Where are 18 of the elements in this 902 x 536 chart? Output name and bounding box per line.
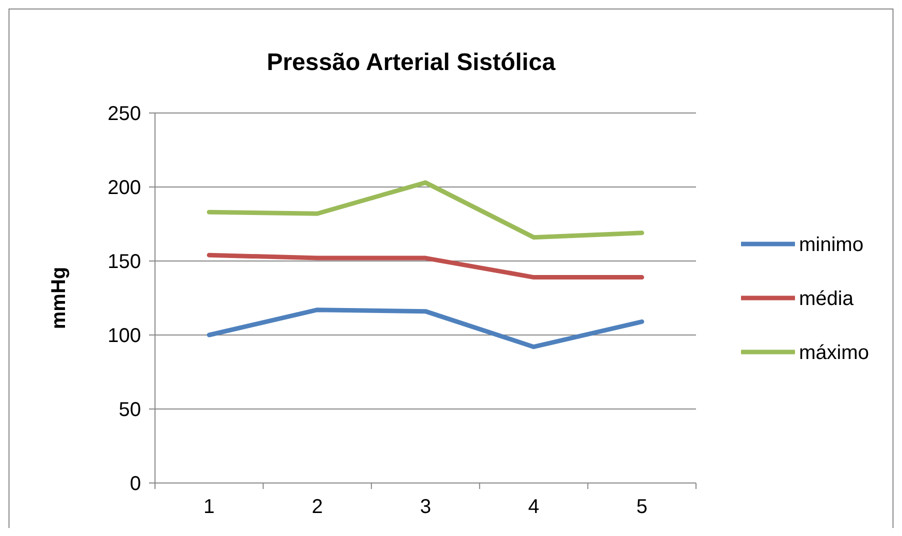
line-series — [206, 308, 644, 350]
x-tick-label: 2 — [312, 496, 323, 518]
legend-label: média — [799, 288, 854, 310]
y-tick-label: 0 — [130, 473, 141, 495]
x-tick-label: 5 — [636, 496, 648, 518]
y-tick-label: 150 — [108, 251, 141, 273]
chart-title: Pressão Arterial Sistólica — [266, 49, 556, 76]
legend-label: máximo — [799, 342, 870, 364]
x-tick-label: 4 — [528, 496, 540, 518]
x-tick-label: 3 — [420, 496, 432, 518]
y-axis-title: mmHg — [48, 266, 70, 330]
y-tick-label: 100 — [108, 325, 141, 347]
legend-label: minimo — [799, 234, 864, 256]
line-series — [206, 180, 644, 240]
y-tick-label: 200 — [108, 177, 141, 199]
y-tick-label: 250 — [108, 103, 141, 125]
x-tick-label: 1 — [204, 496, 215, 518]
y-tick-label: 50 — [118, 399, 141, 421]
